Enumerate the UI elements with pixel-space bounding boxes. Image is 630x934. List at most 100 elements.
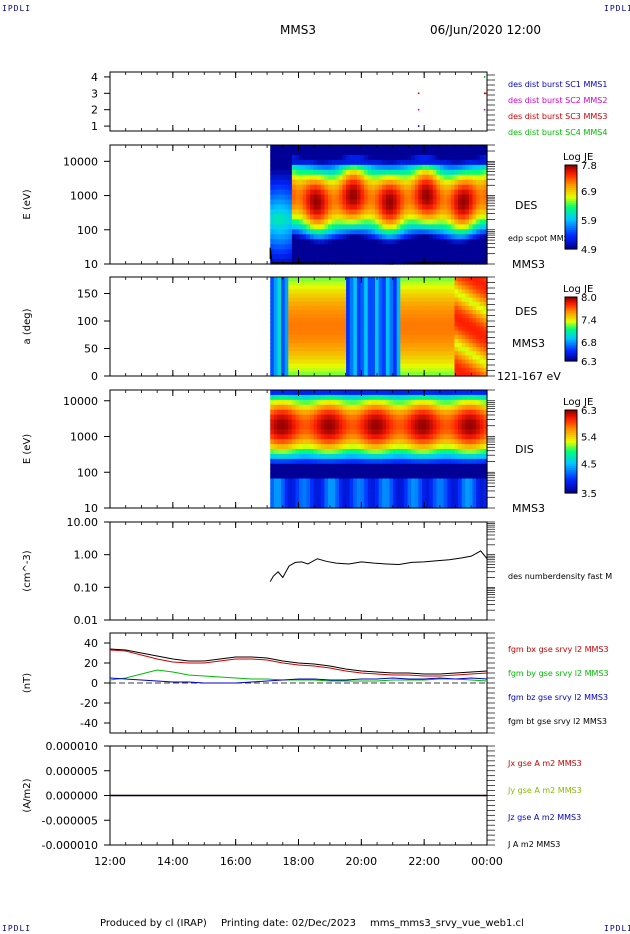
heatmap-cell bbox=[320, 239, 326, 245]
heatmap-cell bbox=[483, 434, 488, 440]
heatmap-cell bbox=[302, 179, 307, 186]
des-pitch-colorbar-tick-label: 7.4 bbox=[581, 316, 597, 327]
heatmap-cell bbox=[288, 355, 293, 361]
heatmap-cell bbox=[360, 224, 365, 230]
heatmap-cell bbox=[479, 498, 484, 504]
heatmap-cell bbox=[356, 293, 362, 299]
heatmap-cell bbox=[306, 444, 311, 450]
heatmap-cell bbox=[320, 498, 326, 504]
heatmap-cell bbox=[476, 204, 481, 211]
heatmap-cell bbox=[288, 154, 293, 161]
heatmap-cell bbox=[429, 194, 434, 201]
heatmap-cell bbox=[309, 488, 315, 494]
heatmap-cell bbox=[421, 488, 427, 494]
heatmap-cell bbox=[400, 468, 405, 475]
heatmap-cell bbox=[353, 244, 358, 250]
heatmap-cell bbox=[472, 390, 477, 396]
heatmap-cell bbox=[302, 194, 307, 201]
heatmap-cell bbox=[324, 214, 329, 220]
heatmap-cell bbox=[479, 301, 484, 307]
heatmap-cell bbox=[465, 434, 470, 440]
heatmap-cell bbox=[389, 424, 394, 430]
heatmap-cell bbox=[432, 301, 438, 307]
heatmap-cell bbox=[382, 249, 387, 255]
heatmap-cell bbox=[324, 473, 329, 480]
heatmap-cell bbox=[309, 359, 315, 365]
heatmap-cell bbox=[291, 394, 297, 401]
heatmap-cell bbox=[364, 338, 369, 344]
heatmap-cell bbox=[418, 439, 423, 445]
heatmap-cell bbox=[284, 444, 289, 450]
heatmap-cell bbox=[393, 159, 398, 166]
heatmap-cell bbox=[313, 194, 318, 201]
heatmap-cell bbox=[374, 289, 380, 295]
heatmap-cell bbox=[273, 239, 279, 245]
heatmap-cell bbox=[320, 429, 326, 435]
heatmap-cell bbox=[302, 371, 307, 377]
heatmap-cell bbox=[476, 463, 481, 470]
heatmap-cell bbox=[281, 219, 286, 225]
heatmap-cell bbox=[364, 297, 369, 303]
colorbar-cell bbox=[565, 349, 577, 352]
heatmap-cell bbox=[360, 326, 365, 332]
colorbar-cell bbox=[565, 337, 577, 340]
heatmap-cell bbox=[400, 169, 405, 176]
heatmap-cell bbox=[479, 434, 484, 440]
heatmap-cell bbox=[443, 239, 448, 245]
heatmap-cell bbox=[432, 468, 438, 475]
colorbar-cell bbox=[565, 244, 577, 248]
heatmap-cell bbox=[273, 444, 279, 450]
heatmap-cell bbox=[367, 449, 372, 455]
heatmap-cell bbox=[342, 305, 347, 311]
heatmap-cell bbox=[342, 179, 347, 186]
heatmap-cell bbox=[288, 244, 293, 250]
heatmap-cell bbox=[324, 458, 329, 465]
density-ylabel: (cm^-3) bbox=[22, 550, 33, 591]
heatmap-cell bbox=[320, 318, 326, 323]
heatmap-cell bbox=[461, 209, 466, 216]
heatmap-cell bbox=[284, 338, 289, 344]
heatmap-cell bbox=[349, 179, 354, 186]
heatmap-cell bbox=[382, 209, 387, 216]
heatmap-cell bbox=[378, 363, 383, 369]
heatmap-cell bbox=[295, 179, 300, 186]
heatmap-cell bbox=[270, 305, 275, 311]
heatmap-cell bbox=[403, 318, 409, 323]
heatmap-cell bbox=[367, 351, 372, 356]
heatmap-cell bbox=[458, 179, 463, 186]
heatmap-cell bbox=[309, 363, 315, 369]
heatmap-cell bbox=[429, 293, 434, 299]
heatmap-cell bbox=[447, 189, 452, 196]
heatmap-cell bbox=[418, 154, 423, 161]
heatmap-cell bbox=[479, 254, 484, 260]
heatmap-cell bbox=[281, 149, 286, 156]
heatmap-cell bbox=[371, 189, 376, 196]
heatmap-cell bbox=[284, 154, 289, 161]
heatmap-cell bbox=[306, 179, 311, 186]
heatmap-cell bbox=[378, 189, 383, 196]
heatmap-cell bbox=[429, 254, 434, 260]
heatmap-cell bbox=[291, 355, 297, 361]
heatmap-cell bbox=[465, 449, 470, 455]
heatmap-cell bbox=[353, 204, 358, 211]
heatmap-cell bbox=[476, 473, 481, 480]
heatmap-cell bbox=[407, 229, 412, 235]
colorbar-cell bbox=[565, 236, 577, 240]
heatmap-cell bbox=[367, 468, 372, 475]
heatmap-cell bbox=[299, 458, 304, 465]
heatmap-cell bbox=[458, 429, 463, 435]
heatmap-cell bbox=[338, 164, 344, 171]
heatmap-cell bbox=[436, 204, 441, 211]
heatmap-cell bbox=[277, 310, 282, 315]
heatmap-cell bbox=[418, 234, 423, 240]
heatmap-cell bbox=[468, 229, 474, 235]
heatmap-cell bbox=[317, 204, 322, 211]
heatmap-cell bbox=[454, 159, 459, 166]
heatmap-cell bbox=[378, 359, 383, 365]
heatmap-cell bbox=[284, 277, 289, 282]
heatmap-cell bbox=[317, 367, 322, 373]
heatmap-cell bbox=[389, 390, 394, 396]
heatmap-cell bbox=[393, 169, 398, 176]
heatmap-cell bbox=[313, 254, 318, 260]
heatmap-cell bbox=[411, 289, 416, 295]
